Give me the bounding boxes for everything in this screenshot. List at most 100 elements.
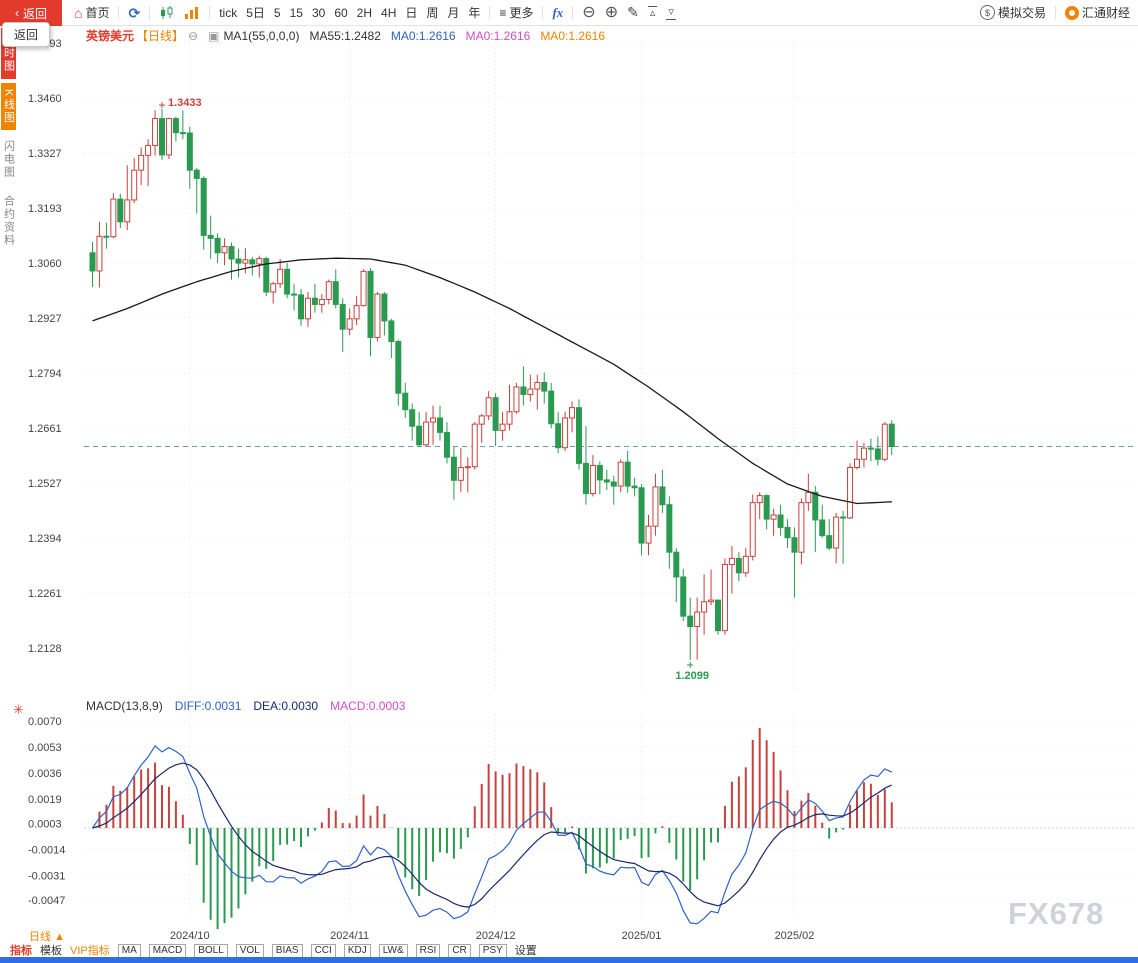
macd-axis-label: 0.0019 (28, 794, 62, 806)
macd-diff-label: DIFF:0.0031 (174, 699, 242, 713)
period-yearly[interactable]: 年 (468, 6, 481, 20)
x-axis-label: 2024/12 (476, 930, 516, 942)
macd-axis-label: 0.0036 (28, 768, 62, 780)
draw-line-icon[interactable]: ✎ (627, 4, 639, 20)
draw-support-icon[interactable]: ▿ (666, 5, 676, 20)
bottom-tab-cci[interactable]: CCI (310, 944, 336, 958)
bottom-edge-bar (0, 957, 1138, 963)
x-axis-label: 2024/10 (170, 930, 210, 942)
back-button[interactable]: ‹ 返回 (0, 0, 62, 26)
ma55-value-label: MA55:1.2482 (309, 28, 381, 43)
bottom-tab-indicator[interactable]: 指标 (10, 945, 32, 957)
toolbar-separator (149, 5, 151, 20)
home-icon: ⌂ (74, 4, 83, 21)
toolbar-separator (209, 5, 211, 20)
fx-indicator-button[interactable]: fx (552, 4, 564, 20)
ma0-value-label-3: MA0:1.2616 (540, 28, 606, 43)
sidebar-tab-kline-chart[interactable]: K线图 (0, 83, 16, 131)
draw-resistance-icon[interactable]: ▵ (647, 5, 658, 19)
macd-axis-label: -0.0047 (28, 895, 65, 907)
brand-link[interactable]: 汇通财经 (1064, 4, 1130, 21)
bottom-tab-template[interactable]: 模板 (40, 945, 62, 957)
dollar-icon: $ (979, 5, 995, 20)
refresh-button[interactable]: ⟳ (128, 6, 140, 20)
macd-axis-label: -0.0014 (28, 844, 65, 856)
more-button[interactable]: ≡ 更多 (499, 4, 533, 21)
period-daily[interactable]: 日 (405, 6, 418, 20)
zoom-out-icon[interactable]: ⊖ (582, 3, 596, 21)
bottom-tab-cr[interactable]: CR (448, 944, 471, 958)
macd-axis-label: 0.0003 (28, 818, 62, 830)
period-4h[interactable]: 4H (381, 5, 397, 20)
price-axis-label: 1.2794 (28, 368, 62, 380)
period-5min[interactable]: 5 (273, 5, 281, 20)
home-button[interactable]: ⌂ 首页 (74, 4, 109, 21)
price-axis-label: 1.2128 (28, 643, 62, 655)
price-axis-label: 1.2261 (28, 588, 62, 600)
ma0-value-label-1: MA0:1.2616 (390, 28, 456, 43)
sim-trade-button[interactable]: $ 模拟交易 (979, 4, 1046, 21)
period-60min[interactable]: 60 (334, 5, 348, 20)
refresh-icon: ⟳ (128, 4, 141, 21)
volume-chart-icon (185, 6, 199, 19)
bottom-period-arrow-icon: ▲ (54, 931, 65, 943)
bottom-tab-rsi[interactable]: RSI (415, 944, 441, 958)
price-chart-header: 英镑美元 【日线】 ⊖ ▣ MA1(55,0,0,0) MA55:1.2482 … (86, 27, 605, 44)
kline-chart-type-button[interactable] (159, 5, 175, 20)
sidebar-tab-contract-info[interactable]: 合约资料 (2, 195, 15, 248)
bottom-period-selector[interactable]: 日线 ▲ (26, 928, 68, 944)
x-axis-label: 2024/11 (330, 930, 369, 942)
symbol-name: 英镑美元 (86, 29, 135, 43)
bottom-tab-bias[interactable]: BIAS (271, 944, 303, 958)
gridlines (84, 40, 1136, 918)
bottom-tab-boll[interactable]: BOLL (194, 944, 228, 958)
macd-header: MACD(13,8,9) DIFF:0.0031 DEA:0.0030 MACD… (86, 699, 405, 713)
indicator-settings-icon[interactable]: ✳ (13, 702, 24, 717)
period-tick[interactable]: tick (219, 5, 238, 20)
period-5day[interactable]: 5日 (246, 6, 265, 20)
bottom-tab-ma[interactable]: MA (117, 944, 141, 958)
high-price-label: 1.3433 (168, 97, 202, 109)
toolbar-separator (542, 5, 544, 20)
price-axis-label: 1.2661 (28, 423, 62, 435)
zoom-in-icon[interactable]: ⊕ (604, 3, 619, 21)
price-axis-label: 1.3327 (28, 148, 62, 160)
price-axis-label: 1.3193 (28, 203, 62, 215)
period-2h[interactable]: 2H (356, 5, 373, 20)
bottom-tab-vip-indicator[interactable]: VIP指标 (70, 945, 110, 957)
left-sidebar: 分时图 K线图 闪电图 合约资料 (0, 28, 16, 253)
back-tooltip: 返回 (2, 22, 51, 47)
period-weekly[interactable]: 周 (426, 6, 439, 20)
sim-trade-label: 模拟交易 (997, 6, 1046, 20)
period-30min[interactable]: 30 (311, 5, 326, 20)
bottom-tab-kdj[interactable]: KDJ (343, 944, 371, 958)
ma55-line (92, 257, 892, 505)
macd-name-label: MACD(13,8,9) (86, 699, 163, 713)
bottom-tab-psy[interactable]: PSY (478, 944, 507, 958)
sidebar-tab-lightning-chart[interactable]: 闪电图 (2, 140, 15, 180)
price-axis-label: 1.2527 (28, 478, 62, 490)
collapse-icon[interactable]: ⊖ (188, 28, 199, 43)
macd-axis-label: -0.0031 (28, 870, 65, 882)
price-axis-label: 1.2927 (28, 313, 62, 325)
bottom-tab-lwr[interactable]: LW& (378, 944, 408, 958)
macd-axis-label: 0.0053 (28, 742, 62, 754)
period-monthly[interactable]: 月 (447, 6, 460, 20)
ma-toggle-icon[interactable]: ▣ (208, 28, 220, 43)
period-tag: 【日线】 (136, 29, 185, 43)
period-15min[interactable]: 15 (289, 5, 303, 20)
price-annotations: 1.3433 1.2099 (159, 97, 709, 682)
home-label: 首页 (85, 6, 110, 20)
bottom-tab-macd[interactable]: MACD (148, 944, 187, 958)
volume-chart-type-button[interactable] (184, 6, 200, 20)
kline-icon (161, 5, 173, 19)
chart-plot-area[interactable] (84, 28, 1136, 936)
back-label: 返回 (22, 6, 47, 21)
more-label: 更多 (509, 6, 534, 20)
low-price-label: 1.2099 (675, 670, 709, 682)
bottom-tab-vol[interactable]: VOL (235, 944, 264, 958)
macd-dea-line (92, 762, 893, 908)
toolbar-separator (118, 5, 120, 20)
bottom-tab-settings[interactable]: 设置 (514, 945, 537, 957)
